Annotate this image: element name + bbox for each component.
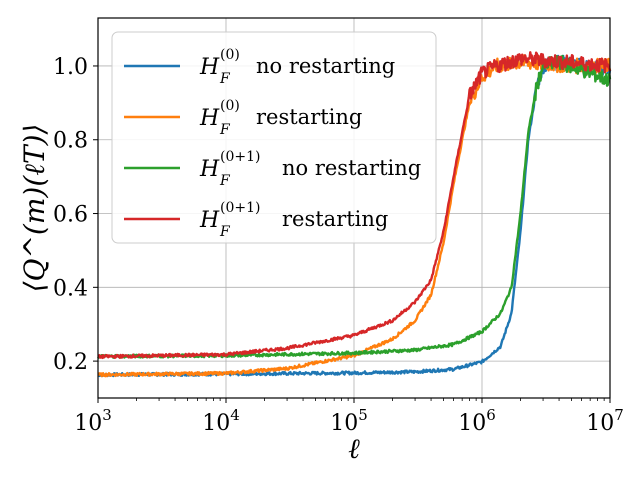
x-tick-base: 10 <box>202 411 230 436</box>
legend-math-sub: F <box>219 71 231 87</box>
legend-math-sup: (0) <box>220 98 240 114</box>
x-axis-title: ℓ <box>348 432 360 465</box>
legend-entry-0: H (0) Fno restarting <box>199 47 395 87</box>
legend-math-sup: (0) <box>220 47 240 63</box>
legend-math-sub: F <box>219 224 231 240</box>
x-tick-base: 10 <box>458 411 486 436</box>
x-tick-base: 10 <box>330 411 358 436</box>
series-line-3 <box>97 51 612 360</box>
y-tick-label: 0.6 <box>53 203 88 228</box>
y-tick-label: 0.8 <box>53 129 88 154</box>
x-tick-label: 103 <box>74 406 112 436</box>
x-tick-exponent: 5 <box>358 406 368 424</box>
series-layer <box>97 51 612 378</box>
x-tick-exponent: 6 <box>486 406 496 424</box>
legend-math-sup: (0+1) <box>220 200 260 216</box>
legend-math-base: H <box>199 157 220 182</box>
legend-text: no restarting <box>256 54 395 78</box>
legend-entry-2: H (0+1) Fno restarting <box>199 149 421 189</box>
x-tick-label: 107 <box>586 406 624 436</box>
y-tick-label: 0.4 <box>53 276 88 301</box>
legend-math-base: H <box>199 106 220 131</box>
legend-text: restarting <box>256 105 362 129</box>
legend-math-sub: F <box>219 173 231 189</box>
legend-box <box>111 31 437 244</box>
legend-math-base: H <box>199 55 220 80</box>
x-tick-base: 10 <box>74 411 102 436</box>
legend-text: no restarting <box>282 156 421 180</box>
x-tick-base: 10 <box>586 411 614 436</box>
y-tick-label: 0.2 <box>53 350 88 375</box>
x-tick-label: 104 <box>202 406 240 436</box>
x-tick-exponent: 4 <box>230 406 240 424</box>
x-tick-exponent: 3 <box>102 406 112 424</box>
legend-math-sup: (0+1) <box>220 149 260 165</box>
x-tick-label: 105 <box>330 406 368 436</box>
x-tick-label: 106 <box>458 406 496 436</box>
y-tick-label: 1.0 <box>53 55 88 80</box>
legend-math-sub: F <box>219 122 231 138</box>
legend-math-base: H <box>199 208 220 233</box>
y-axis-title: ⟨Q^(m)(ℓT)⟩ <box>18 124 51 293</box>
x-tick-exponent: 7 <box>614 406 624 424</box>
legend-text: restarting <box>282 207 388 231</box>
y-axis-title-text: ⟨Q^(m)(ℓT)⟩ <box>18 124 51 293</box>
